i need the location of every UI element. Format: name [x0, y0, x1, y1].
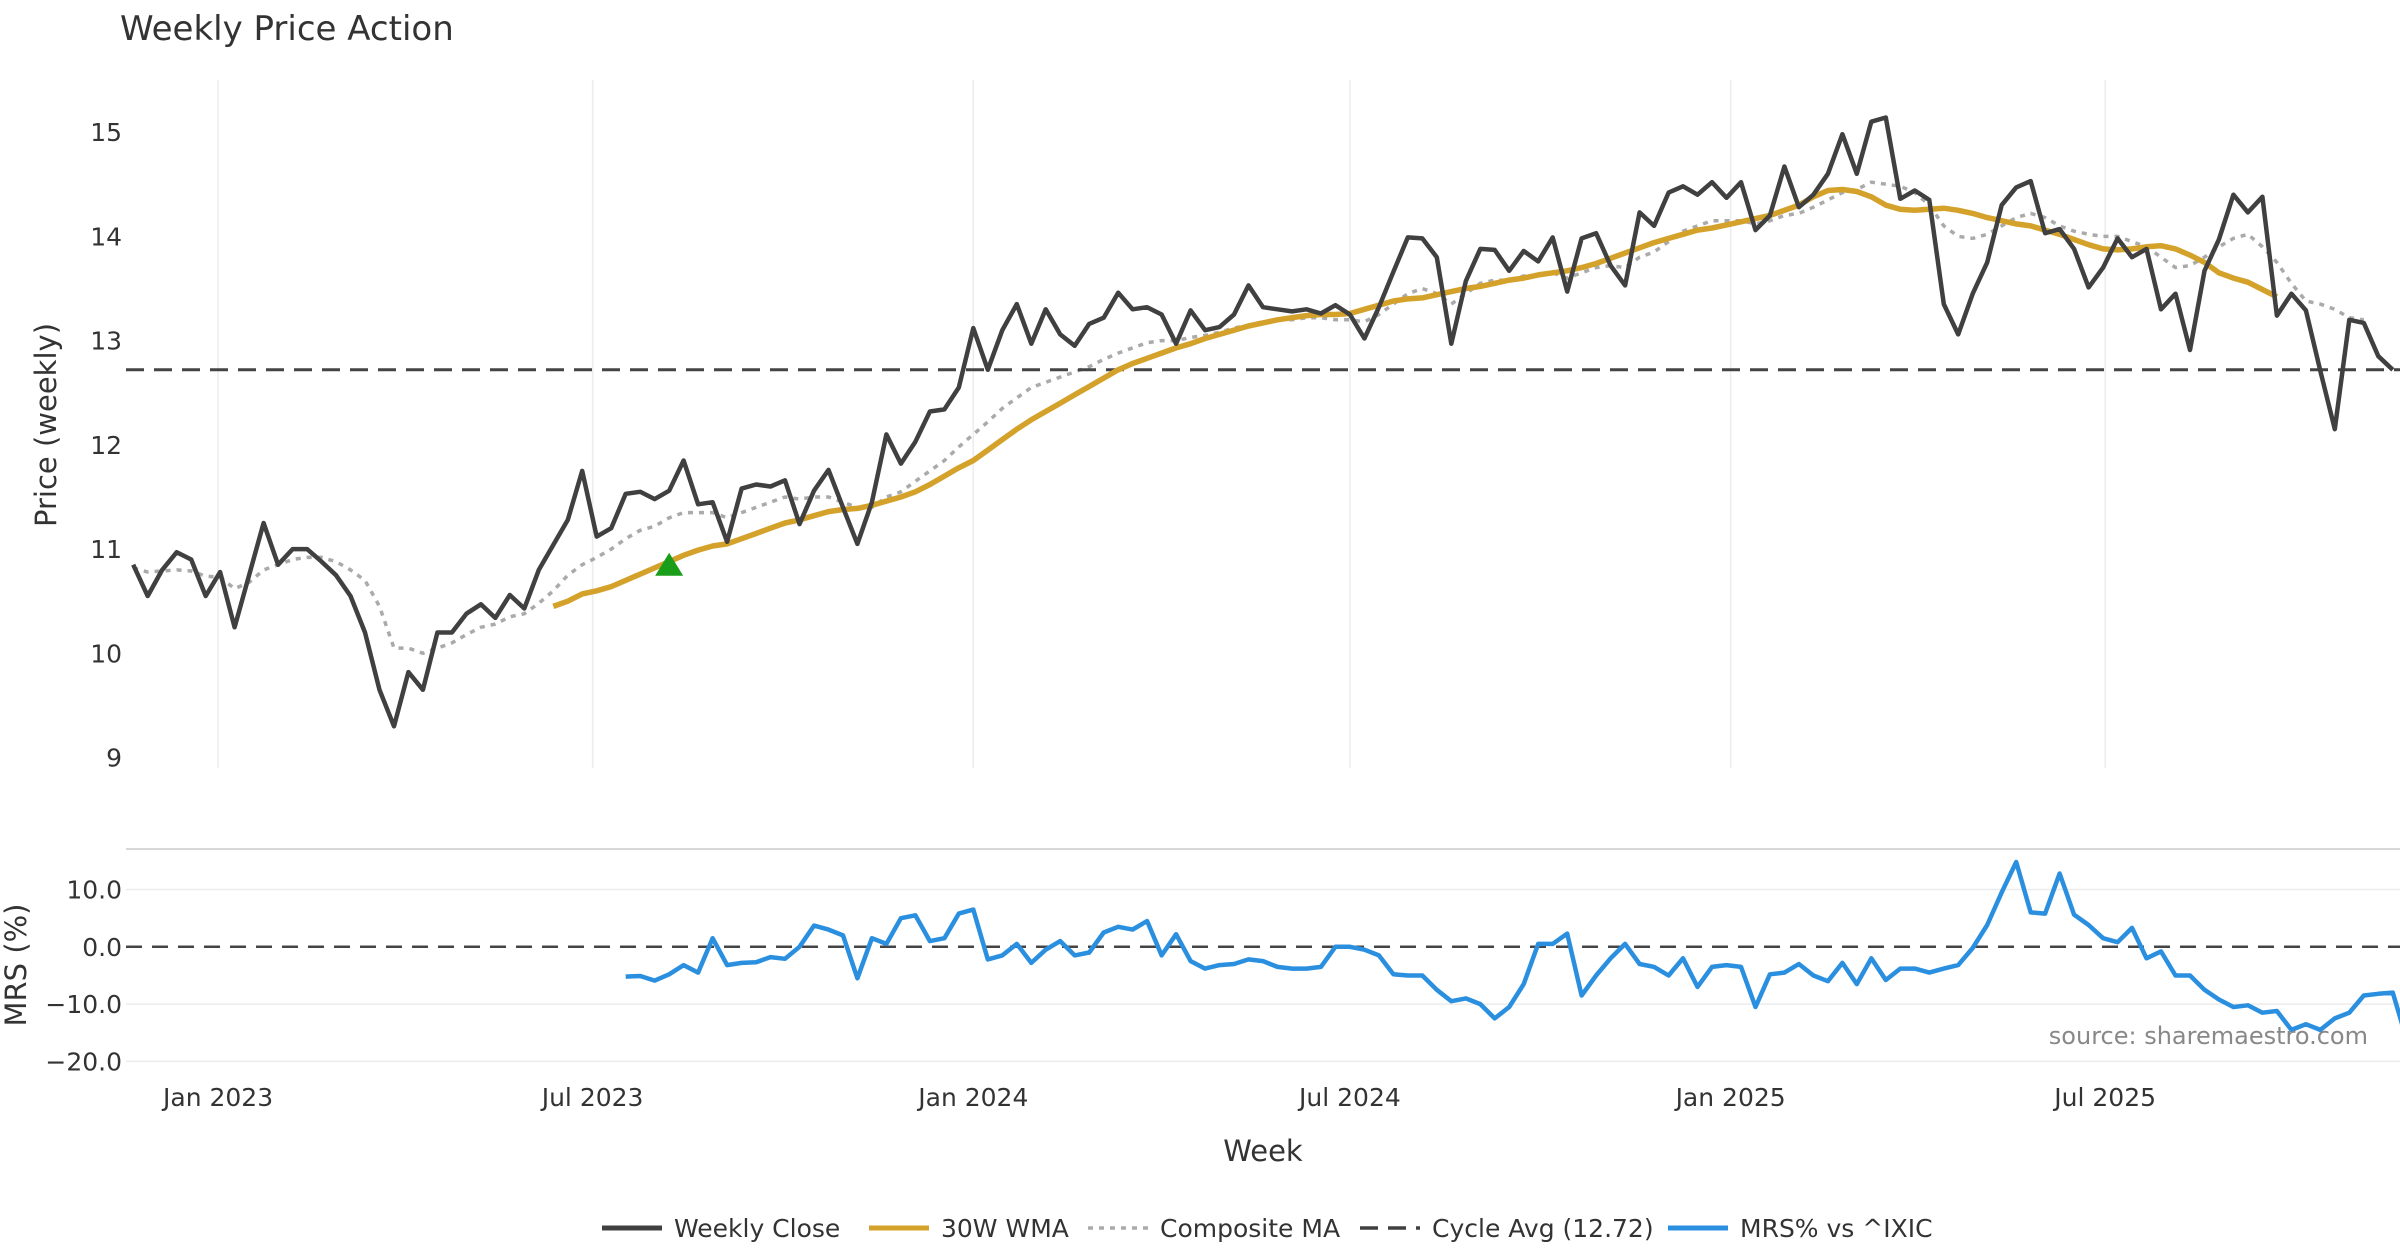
legend: Weekly Close 30W WMA Composite MA Cycle Avg…: [602, 1214, 1933, 1243]
x-ticks: Jan 2023 Jul 2023 Jan 2024 Jul 2024 Jan 2025…: [161, 1083, 2156, 1112]
price-y-tick-label: 15: [90, 118, 122, 147]
price-y-tick-label: 10: [90, 639, 122, 668]
mrs-y-tick-label: −20.0: [45, 1047, 122, 1076]
series-line-weekly-close: [131, 115, 2395, 729]
price-y-tick-label: 14: [90, 222, 122, 251]
legend-label: 30W WMA: [941, 1214, 1069, 1243]
series-line-mrs: [625, 859, 2400, 1033]
mrs-y-tick-label: 10.0: [66, 876, 122, 905]
mrs-y-tick-label: 0.0: [82, 933, 122, 962]
x-tick-label: Jul 2024: [1297, 1083, 1401, 1112]
mrs-y-tick-label: −10.0: [45, 990, 122, 1019]
legend-label: MRS% vs ^IXIC: [1740, 1214, 1933, 1243]
mrs-y-ticks: 10.0 0.0 −10.0 −20.0: [45, 876, 122, 1077]
price-y-tick-label: 11: [90, 535, 122, 564]
legend-label: Cycle Avg (12.72): [1432, 1214, 1654, 1243]
price-y-tick-label: 12: [90, 431, 122, 460]
x-tick-label: Jul 2023: [540, 1083, 644, 1112]
price-y-tick-label: 13: [90, 327, 122, 356]
chart-title: Weekly Price Action: [120, 9, 454, 49]
price-series: [126, 115, 2400, 729]
price-y-tick-label: 9: [106, 744, 122, 773]
x-tick-label: Jan 2024: [916, 1083, 1028, 1112]
legend-label: Composite MA: [1160, 1214, 1340, 1243]
price-y-ticks: 9 10 11 12 13 14 15: [90, 118, 122, 772]
x-tick-label: Jan 2023: [161, 1083, 273, 1112]
mrs-y-axis-label: MRS (%): [0, 904, 33, 1027]
x-tick-label: Jan 2025: [1674, 1083, 1786, 1112]
mrs-series: [126, 859, 2400, 1033]
source-credit: source: sharemaestro.com: [2049, 1022, 2368, 1050]
mrs-grid: [126, 888, 2400, 1063]
buy-signal-marker: [655, 552, 684, 576]
x-axis-label: Week: [1223, 1134, 1303, 1168]
series-line-30w-wma: [552, 186, 2279, 609]
price-y-axis-label: Price (weekly): [29, 323, 63, 527]
legend-label: Weekly Close: [674, 1214, 840, 1243]
x-tick-label: Jul 2025: [2052, 1083, 2156, 1112]
